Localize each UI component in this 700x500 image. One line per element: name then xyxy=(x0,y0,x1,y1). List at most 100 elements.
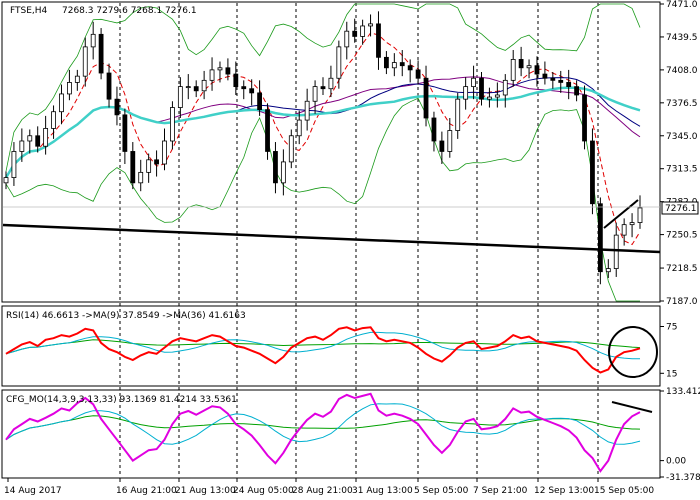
candle-body xyxy=(629,222,635,226)
candle-body xyxy=(257,92,263,111)
candle-body xyxy=(613,234,619,269)
rsi-line xyxy=(5,326,641,374)
candle-body xyxy=(209,69,215,81)
candle-body xyxy=(177,86,183,108)
ma-fast-red xyxy=(5,32,641,246)
candle-body xyxy=(90,33,96,48)
candle-body xyxy=(193,86,199,92)
x-tick-label: 24 Aug 05:00 xyxy=(233,486,294,496)
candle-body xyxy=(463,86,469,100)
candle-body xyxy=(74,75,80,83)
candle-body xyxy=(162,140,167,165)
candle-body xyxy=(494,94,500,98)
y-tick-label: 7218.5 xyxy=(666,264,698,274)
candle-body xyxy=(502,79,508,96)
candle-body xyxy=(122,114,128,152)
x-tick-label: 7 Sep 21:00 xyxy=(473,486,528,496)
candle-body xyxy=(11,151,17,178)
candle-body xyxy=(637,207,643,223)
candle-body xyxy=(439,140,445,152)
candle-body xyxy=(455,98,461,131)
candle-body xyxy=(415,69,421,79)
candle-body xyxy=(621,224,627,236)
candle-body xyxy=(82,46,88,77)
candle-body xyxy=(304,100,310,121)
candle-body xyxy=(67,82,72,95)
rsi-y-tick-label: 15 xyxy=(666,369,677,379)
candle-body xyxy=(447,130,453,152)
bollinger-lower xyxy=(5,97,640,302)
candle-body xyxy=(360,25,366,37)
rsi-ma36-line xyxy=(5,339,641,355)
candle-body xyxy=(407,65,413,71)
candle-body xyxy=(43,128,49,147)
y-tick-label: 7439.5 xyxy=(666,33,698,43)
candle-body xyxy=(51,111,56,129)
candle-body xyxy=(280,161,286,184)
x-tick-label: 12 Sep 13:00 xyxy=(534,486,594,496)
candle-body xyxy=(376,23,381,58)
rsi-panel-frame xyxy=(1,305,661,387)
candle-body xyxy=(534,65,540,75)
y-tick-label: 7250.5 xyxy=(666,231,698,241)
last-price-box xyxy=(661,201,699,215)
candle-body xyxy=(399,62,405,67)
x-tick-label: 28 Aug 21:00 xyxy=(292,486,353,496)
cfg-main-line xyxy=(5,392,641,473)
candle-body xyxy=(558,79,564,83)
candle-body xyxy=(154,159,159,165)
candle-body xyxy=(479,77,484,100)
candle-body xyxy=(352,30,358,37)
candle-body xyxy=(249,88,255,94)
x-tick-label: 14 Aug 2017 xyxy=(4,486,62,496)
candle-body xyxy=(146,159,152,173)
y-tick-label: 7471.0 xyxy=(666,0,698,10)
candle-body xyxy=(582,94,587,142)
x-tick-label: 31 Aug 13:00 xyxy=(352,486,413,496)
trendlines xyxy=(2,199,661,254)
x-tick-label: 16 Aug 21:00 xyxy=(116,486,177,496)
candle-body xyxy=(336,46,342,79)
candle-body xyxy=(344,30,350,48)
candle-body xyxy=(35,135,41,147)
candle-body xyxy=(265,109,270,152)
cfg-y-tick-label: 133.4127 xyxy=(666,387,700,397)
candle-body xyxy=(114,98,120,116)
candle-body xyxy=(320,86,326,90)
candle-body xyxy=(383,56,389,69)
candle-body xyxy=(98,33,104,74)
candle-body xyxy=(510,59,516,81)
candle-body xyxy=(550,77,556,81)
candlesticks xyxy=(3,11,643,285)
candle-body xyxy=(328,77,334,90)
candle-body xyxy=(368,23,373,27)
cfg-panel-frame xyxy=(1,389,661,479)
candle-body xyxy=(106,72,112,100)
support-trendline xyxy=(2,223,661,254)
y-axis-ticks: 7471.07439.57408.07376.57345.07313.57282… xyxy=(660,0,700,483)
bollinger-bands xyxy=(5,3,641,302)
y-tick-label: 7345.0 xyxy=(666,132,698,142)
rsi-y-tick-label: 75 xyxy=(666,323,677,333)
cfg-lines xyxy=(5,392,641,473)
candle-body xyxy=(471,77,476,88)
candle-body xyxy=(217,67,223,71)
candle-body xyxy=(296,119,302,137)
candle-body xyxy=(185,86,191,89)
cfg-y-tick-label: 0.00 xyxy=(666,457,686,467)
candle-body xyxy=(431,117,437,142)
candle-body xyxy=(273,151,278,184)
candle-body xyxy=(312,86,318,102)
candle-body xyxy=(241,86,247,90)
candle-body xyxy=(225,67,231,75)
candle-body xyxy=(487,96,492,100)
candle-body xyxy=(3,177,9,184)
main-ohlc-text: 7268.3 7279.6 7268.1 7276.1 xyxy=(62,6,197,16)
cfg-y-tick-label: -31.3783 xyxy=(666,473,700,483)
candle-body xyxy=(288,135,294,163)
candle-body xyxy=(130,151,136,184)
candle-body xyxy=(526,65,532,69)
cfg-signal-line xyxy=(5,403,641,445)
ma-turquoise xyxy=(4,86,641,179)
